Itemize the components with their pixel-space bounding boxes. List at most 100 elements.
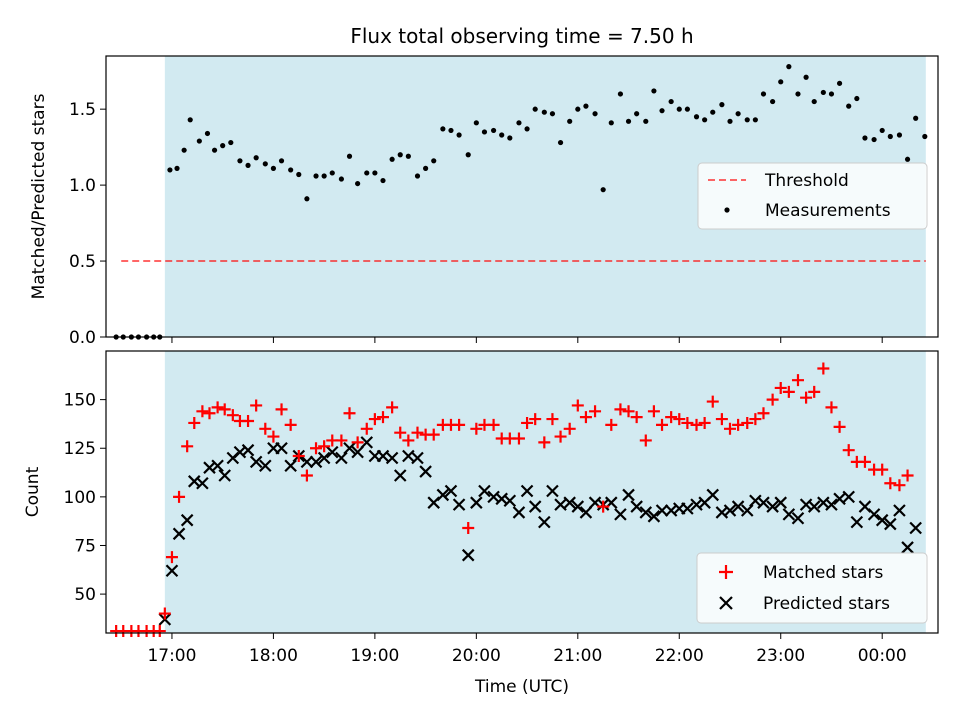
measurement-point	[795, 91, 801, 97]
predicted-star-point	[579, 506, 593, 519]
matched-star-point	[376, 411, 389, 424]
legend-predicted-swatch	[719, 596, 733, 610]
measurement-point	[549, 111, 556, 117]
measurement-point	[617, 91, 624, 97]
measurement-point	[187, 117, 193, 123]
top-y-axis-label: Matched/Predicted stars	[29, 93, 49, 299]
measurement-point	[887, 133, 893, 140]
measurement-point	[896, 132, 903, 138]
matched-star-point	[521, 416, 534, 429]
measurement-point	[237, 158, 243, 164]
matched-star-point	[597, 500, 610, 513]
measurement-point	[405, 153, 411, 159]
matched-star-point	[462, 521, 475, 534]
bottom-panel: 50 75 100 125 150 17:00 18:00 19:00 20:00 21:00 2…	[23, 350, 939, 697]
predicted-star-point	[275, 441, 288, 455]
top-x-ticks	[171, 337, 883, 343]
x-tick-label: 00:00	[858, 646, 907, 666]
measurement-point	[862, 135, 868, 141]
predicted-star-point	[385, 451, 399, 465]
matched-star-point	[203, 407, 216, 420]
measurement-point	[490, 127, 497, 134]
y-tick-label: 1.5	[69, 100, 96, 120]
predicted-star-point	[218, 469, 231, 482]
bottom-legend-box	[696, 552, 928, 624]
y-tick-label: 50	[74, 585, 96, 605]
matched-star-point	[876, 463, 889, 476]
x-tick-label: 19:00	[350, 646, 399, 666]
predicted-star-point	[520, 484, 534, 498]
predicted-star-point	[343, 441, 356, 455]
y-tick-label: 100	[64, 488, 96, 508]
predicted-star-point	[196, 476, 209, 490]
measurement-points	[113, 64, 928, 340]
measurement-point	[643, 118, 649, 124]
predicted-star-point	[335, 451, 348, 465]
x-tick-label: 20:00	[452, 646, 501, 666]
bottom-y-axis-label: Count	[23, 466, 43, 517]
predicted-star-point	[393, 469, 407, 482]
predicted-star-point	[740, 504, 754, 517]
matched-star-point	[165, 551, 178, 564]
predicted-star-point	[284, 459, 297, 473]
matched-star-point	[589, 405, 602, 418]
predicted-star-point	[436, 488, 450, 502]
matched-star-point	[901, 469, 914, 482]
predicted-star-point	[300, 455, 314, 469]
measurement-point	[557, 139, 564, 146]
measurement-point	[516, 120, 522, 126]
matched-star-point	[226, 409, 239, 422]
measurement-point	[854, 95, 860, 102]
y-tick-label: 125	[64, 439, 96, 459]
matched-star-point	[724, 422, 736, 435]
matched-star-point	[368, 413, 381, 426]
predicted-star-point	[850, 515, 864, 529]
matched-star-point	[817, 362, 830, 375]
matched-star-point	[766, 393, 779, 406]
matched-star-point	[546, 413, 559, 426]
matched-star-point	[808, 385, 821, 398]
measurement-point	[431, 158, 437, 164]
predicted-star-point	[622, 488, 635, 502]
predicted-stars-points	[158, 436, 922, 626]
measurement-point	[228, 139, 234, 146]
matched-star-point	[774, 381, 787, 394]
measurement-point	[253, 155, 259, 161]
legend-predicted-label: Predicted stars	[763, 594, 890, 614]
predicted-star-point	[893, 504, 906, 517]
matched-star-point	[351, 436, 364, 449]
matched-star-point	[250, 399, 263, 412]
measurement-point	[220, 143, 226, 149]
predicted-star-point	[791, 511, 805, 525]
measurement-point	[329, 170, 335, 176]
measurement-point	[278, 158, 285, 164]
matched-star-point	[335, 434, 348, 447]
measurement-point	[567, 118, 573, 124]
x-tick-label: 22:00	[655, 646, 704, 666]
measurement-point	[414, 173, 421, 179]
measurement-point	[524, 126, 530, 132]
y-tick-label: 0.5	[69, 252, 96, 272]
measurement-point	[710, 109, 716, 115]
predicted-star-point	[461, 548, 475, 562]
y-tick-label: 75	[74, 536, 96, 556]
measurement-point	[288, 167, 294, 173]
measurement-point	[245, 162, 251, 168]
predicted-star-point	[884, 517, 897, 531]
measurement-point	[174, 165, 180, 171]
measurement-point	[786, 64, 792, 70]
measurement-point	[372, 170, 378, 176]
predicted-star-point	[731, 500, 745, 513]
matched-star-point	[188, 416, 201, 429]
matched-star-point	[275, 403, 288, 416]
top-y-ticks: 0.0 0.5 1.0 1.5	[69, 100, 106, 348]
predicted-star-point	[833, 492, 846, 506]
predicted-star-point	[875, 513, 889, 527]
predicted-star-point	[909, 521, 922, 535]
matched-star-point	[487, 418, 500, 431]
matched-star-point	[259, 422, 272, 435]
matched-star-point	[893, 479, 906, 492]
legend-matched-label: Matched stars	[763, 563, 883, 583]
measurement-point	[760, 91, 767, 97]
